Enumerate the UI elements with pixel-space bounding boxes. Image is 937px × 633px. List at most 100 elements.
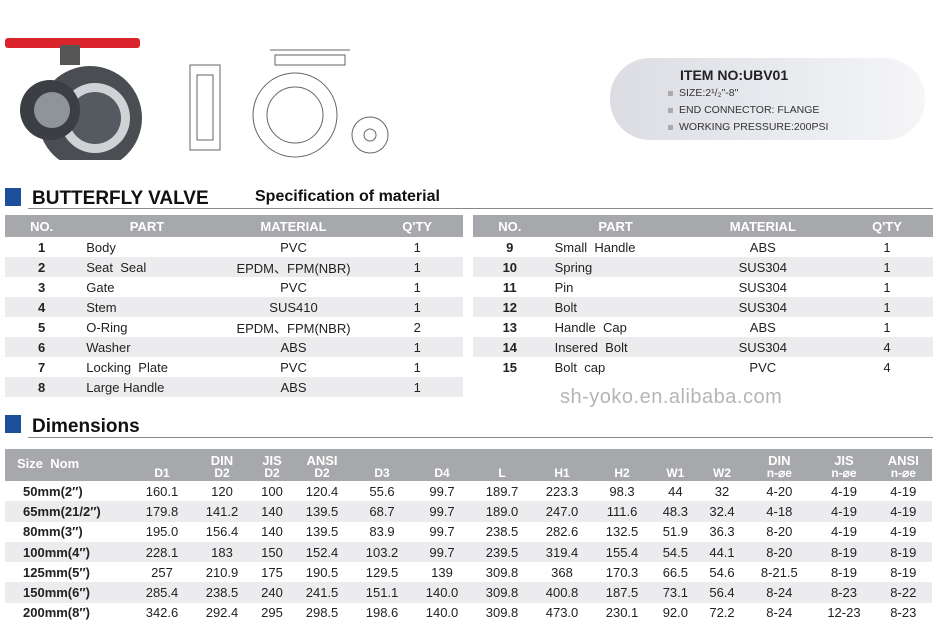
column-header: Q'TY: [840, 215, 933, 237]
dimension-value: 155.4: [592, 541, 653, 563]
part-material: EPDM、FPM(NBR): [215, 257, 372, 277]
dimension-value: 230.1: [605, 605, 639, 621]
table-row: 100mm(4″) 228.1 183 150 152.4 103.2 99.7 239.5 3…: [5, 541, 932, 563]
dimension-value: 239.5: [472, 541, 533, 563]
dimension-value: 156.4: [205, 524, 239, 540]
dimension-value: 189.7: [485, 483, 519, 499]
table-row: 150mm(6″) 285.4 238.5 240 241.5 151.1 140.0 309…: [5, 582, 932, 603]
part-material: PVC: [280, 359, 307, 375]
column-header: DIN n-⌀e: [745, 449, 814, 481]
size-nom: 50mm(2″): [23, 483, 83, 499]
part-quantity: 1: [883, 279, 891, 295]
header-dimension: n-⌀e: [831, 466, 857, 480]
table-row: 15 Bolt cap PVC 4: [473, 357, 933, 377]
part-material: PVC: [280, 239, 307, 255]
dimension-value: 190.5: [305, 564, 339, 580]
part-name: Locking Plate: [86, 359, 168, 375]
table-row: 10 Spring SUS304 1: [473, 257, 933, 277]
section-marker-icon: [5, 188, 21, 206]
part-material: PVC: [280, 279, 307, 295]
header-dimension: n-⌀e: [766, 466, 792, 480]
table-row: 5 O-Ring EPDM、FPM(NBR) 2: [5, 317, 463, 337]
table-row: 3 Gate PVC 1: [5, 277, 463, 297]
part-number: 9: [506, 239, 514, 255]
part-quantity: 1: [371, 337, 463, 357]
info-size: SIZE:2¹/₂"-8": [668, 87, 738, 99]
dimension-value: 139: [431, 564, 453, 580]
table-row: 50mm(2″) 160.1 120 100 120.4 55.6 99.7 189.7 223…: [5, 481, 932, 501]
table-row: 4 Stem SUS410 1: [5, 297, 463, 317]
part-name: Bolt cap: [554, 359, 606, 375]
part-quantity: 4: [883, 359, 891, 375]
dimension-value: 92.0: [662, 605, 688, 621]
dimension-value: 189.0: [472, 501, 533, 522]
dimension-value: 73.1: [652, 582, 699, 603]
dimension-value: 241.5: [292, 582, 353, 603]
part-number: 7: [38, 359, 46, 375]
section-divider: [28, 437, 933, 438]
dimension-value: 257: [151, 564, 173, 580]
size-nom: 80mm(3″): [23, 524, 83, 540]
column-header: D3: [352, 449, 413, 481]
table-row: 2 Seat Seal EPDM、FPM(NBR) 1: [5, 257, 463, 277]
part-name: Stem: [78, 297, 216, 317]
part-name: Pin: [554, 279, 574, 295]
dimension-value: 8-23: [813, 582, 875, 603]
column-header: D4: [412, 449, 473, 481]
part-name: Washer: [78, 337, 216, 357]
part-quantity: 1: [840, 257, 933, 277]
dimension-value: 83.9: [369, 524, 395, 540]
header-dimension: W1: [666, 466, 685, 480]
header-standard: JIS: [262, 453, 282, 468]
section-subtitle: Specification of material: [255, 188, 440, 205]
part-quantity: 1: [371, 257, 463, 277]
dimension-value: 44.1: [698, 541, 746, 563]
header-dimension: L: [498, 466, 506, 480]
size-nom: 65mm(21/2″): [5, 501, 132, 522]
dimension-value: 32: [714, 483, 730, 499]
dimension-value: 298.5: [305, 605, 339, 621]
dimension-value: 8-21.5: [760, 564, 798, 580]
column-header: JIS D2: [252, 449, 293, 481]
header-dimension: D2: [214, 466, 230, 480]
column-header: NO.: [5, 215, 79, 237]
part-number: 3: [38, 279, 46, 295]
column-header: W2: [698, 449, 746, 481]
part-number: 6: [5, 337, 79, 357]
dimension-value: 4-19: [830, 524, 857, 540]
part-number: 8: [5, 377, 79, 397]
dimension-value: 183: [192, 541, 252, 563]
dimensions-table: Size Nom D1 DIN D2 JIS D2 ANSI D2 D3 D4 L H1 H2 W1 W2 D…: [5, 449, 932, 623]
dimension-value: 151.1: [352, 582, 413, 603]
dimension-value: 140: [261, 524, 283, 540]
part-number: 14: [473, 337, 547, 357]
dimension-value: 473.0: [545, 605, 579, 621]
dimension-value: 368: [551, 564, 573, 580]
header-dimension: D2: [314, 466, 330, 480]
column-header: PART: [78, 215, 216, 237]
header-standard: DIN: [210, 453, 234, 468]
info-end-connector-text: END CONNECTOR: FLANGE: [679, 104, 820, 116]
size-nom: 150mm(6″): [5, 582, 132, 603]
dimension-value: 238.5: [192, 582, 252, 603]
column-header: W1: [652, 449, 699, 481]
column-header: JIS n-⌀e: [813, 449, 875, 481]
part-material: PVC: [749, 359, 777, 375]
dimension-value: 44: [668, 483, 683, 499]
dimension-value: 32.4: [698, 501, 746, 522]
part-number: 13: [502, 319, 518, 335]
dimension-value: 282.6: [545, 524, 579, 540]
dimension-value: 140.0: [425, 605, 459, 621]
dimension-value: 198.6: [365, 605, 399, 621]
dimension-value: 103.2: [352, 541, 413, 563]
part-number: 11: [502, 279, 517, 295]
part-name: Gate: [86, 279, 115, 295]
table-row: 80mm(3″) 195.0 156.4 140 139.5 83.9 99.7 238.5 2…: [5, 522, 932, 542]
part-quantity: 1: [371, 377, 463, 397]
dimension-value: 292.4: [205, 605, 239, 621]
section-title-dimensions: Dimensions: [32, 416, 140, 437]
column-header: MATERIAL: [684, 215, 841, 237]
dimension-value: 4-19: [813, 501, 875, 522]
dimension-value: 4-20: [766, 483, 793, 499]
dimension-value: 309.8: [472, 582, 533, 603]
